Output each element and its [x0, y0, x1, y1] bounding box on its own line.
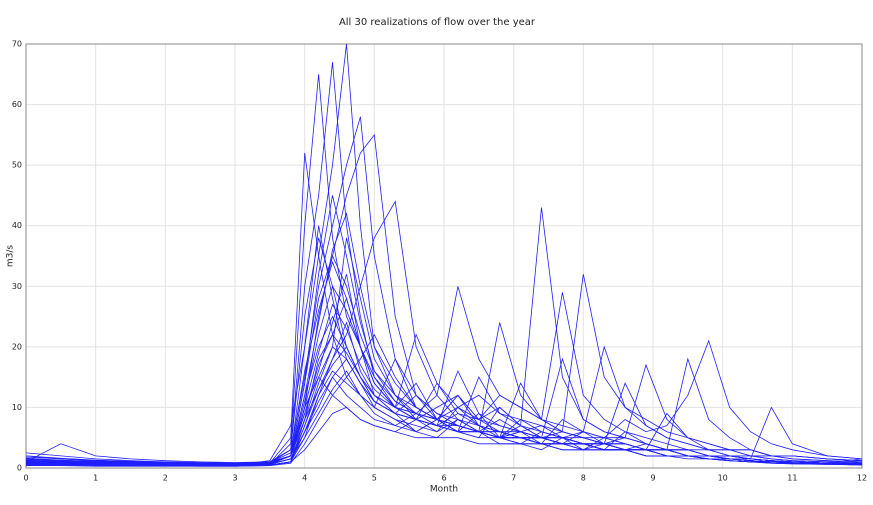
flow-line: [25, 303, 863, 465]
plot-frame: [25, 43, 863, 469]
x-tick-label: 6: [441, 474, 446, 483]
x-axis-label: Month: [430, 485, 458, 495]
y-tick-label: 70: [12, 40, 22, 49]
x-tick-label: 2: [163, 474, 168, 483]
x-tick-label: 7: [511, 474, 516, 483]
y-tick-label: 60: [12, 100, 22, 109]
x-tick-label: 4: [302, 474, 307, 483]
y-axis-label: m3/s: [6, 245, 16, 268]
y-tick-label: 20: [12, 342, 22, 351]
y-tick-label: 10: [12, 403, 22, 412]
x-tick-label: 10: [718, 474, 728, 483]
x-tick-label: 12: [857, 474, 867, 483]
x-tick-label: 1: [93, 474, 98, 483]
x-tick-label: 8: [581, 474, 586, 483]
x-tick-label: 11: [787, 474, 797, 483]
x-tick-label: 0: [23, 474, 28, 483]
y-tick-label: 40: [12, 221, 22, 230]
y-tick-label: 30: [12, 282, 22, 291]
x-tick-label: 9: [650, 474, 655, 483]
x-tick-label: 3: [232, 474, 237, 483]
chart-title: All 30 realizations of flow over the yea…: [339, 17, 536, 28]
x-tick-label: 5: [372, 474, 377, 483]
flow-line: [25, 358, 863, 466]
y-tick-label: 0: [17, 464, 22, 473]
y-tick-label: 50: [12, 161, 22, 170]
flow-line: [25, 406, 863, 466]
